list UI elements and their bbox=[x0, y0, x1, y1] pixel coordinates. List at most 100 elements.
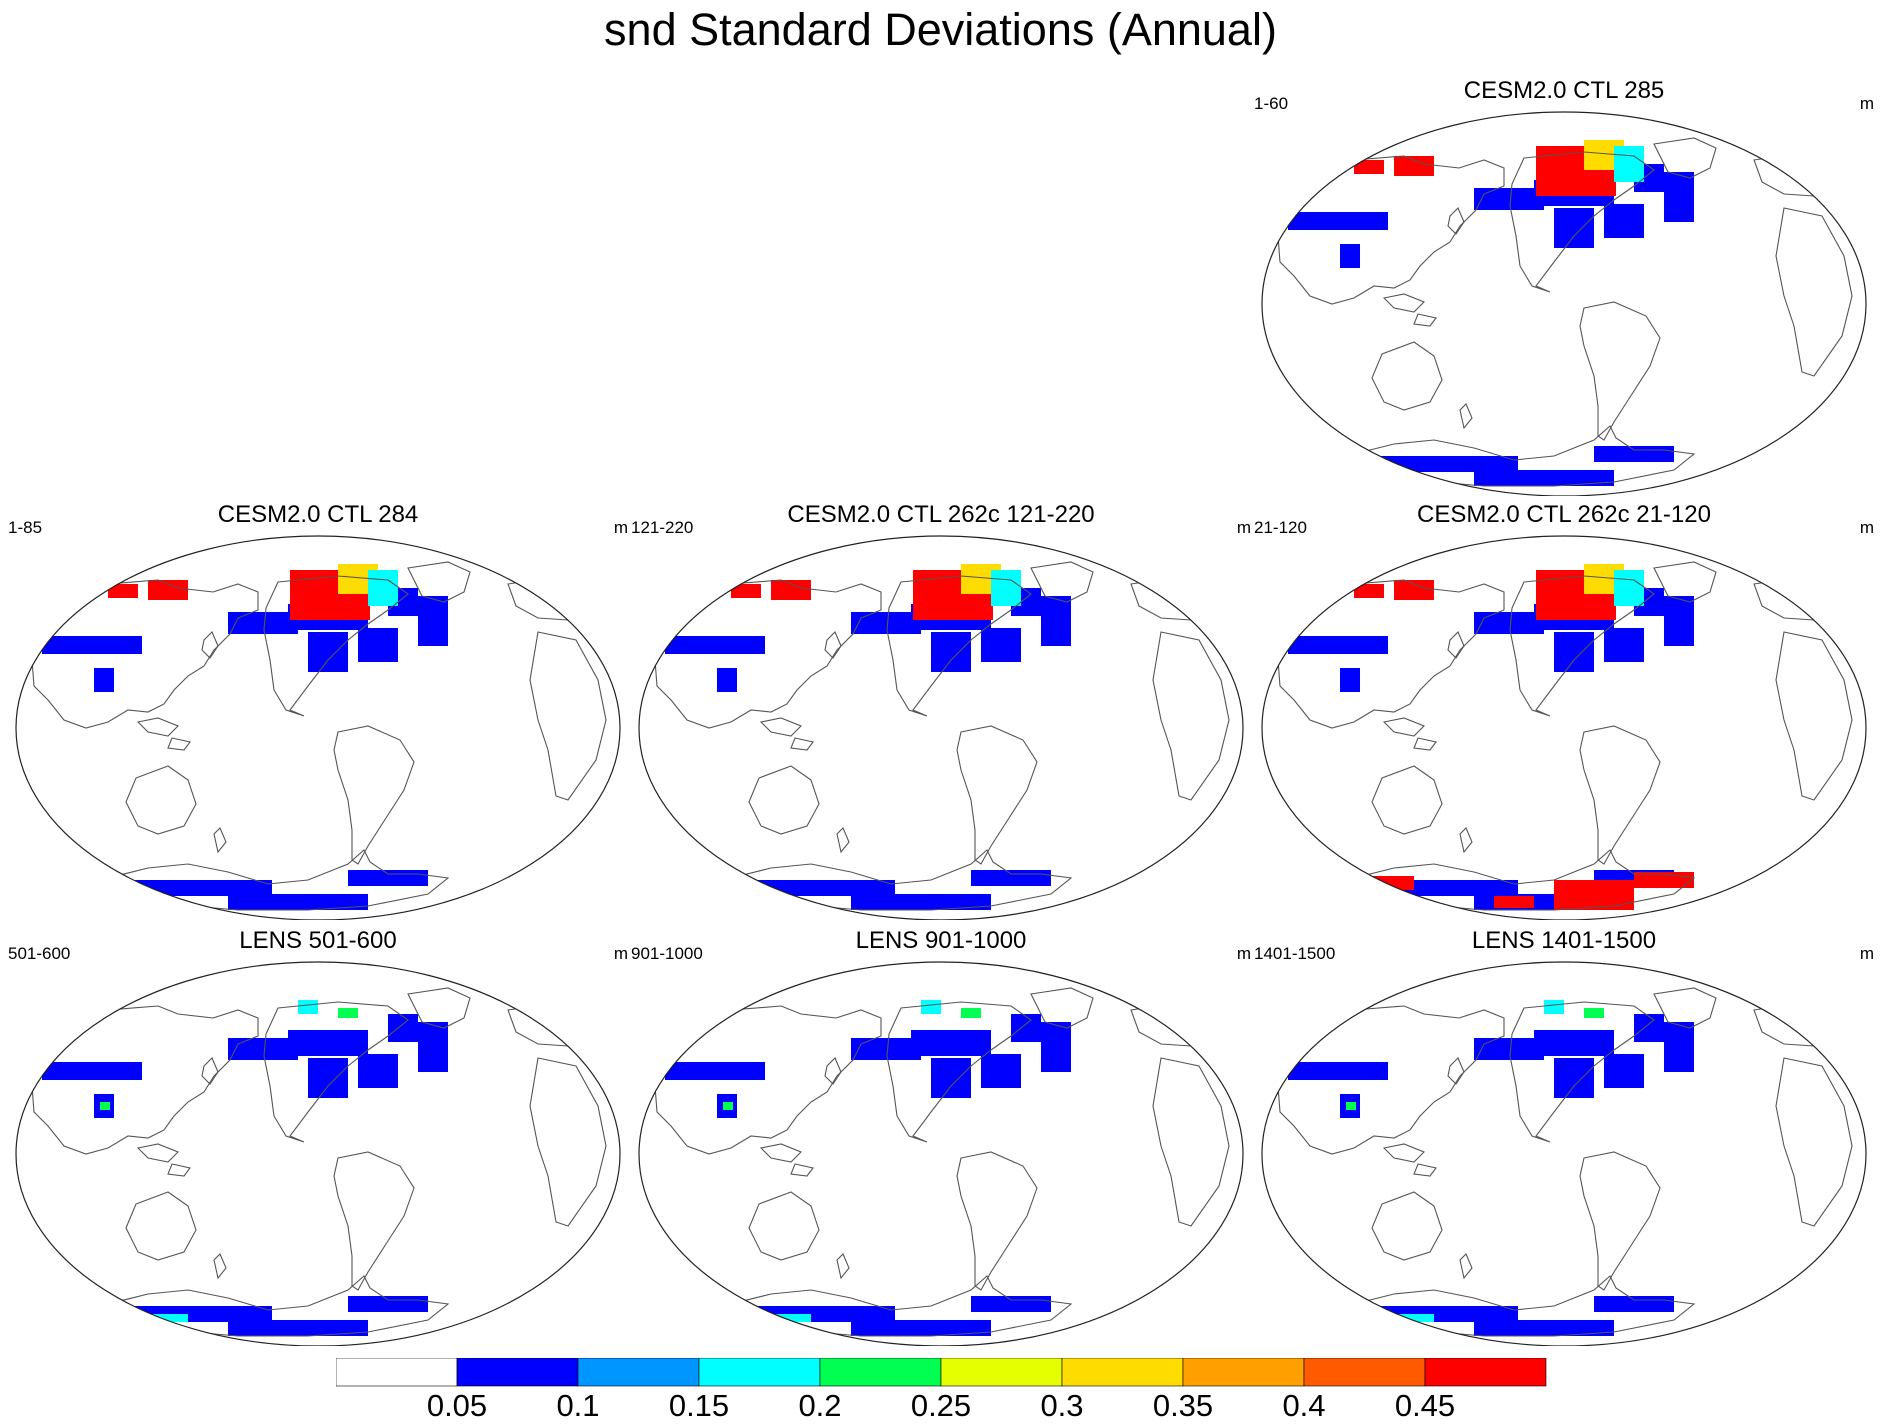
panel-title: LENS 501-600 bbox=[239, 927, 397, 954]
snow-field-low bbox=[228, 612, 298, 634]
snow-field-high bbox=[1584, 1008, 1604, 1018]
snow-field-high bbox=[1310, 580, 1330, 590]
snow-field-low bbox=[1041, 1022, 1071, 1072]
snow-field-high bbox=[1614, 146, 1644, 182]
coastline-seasia bbox=[759, 1143, 814, 1177]
coastline-europe bbox=[1753, 577, 1835, 621]
coastline-antarctica bbox=[1352, 849, 1696, 911]
snow-field-low bbox=[717, 668, 737, 692]
coastline-asia bbox=[1277, 155, 1505, 305]
panel-title: CESM2.0 CTL 284 bbox=[217, 501, 419, 528]
coastline-europe bbox=[1753, 153, 1835, 197]
colorbar-tick-label: 0.1 bbox=[556, 1388, 600, 1423]
snow-field-high bbox=[108, 584, 138, 598]
snow-field-high bbox=[148, 1314, 188, 1322]
snow-field-low bbox=[308, 632, 348, 672]
colorbar-swatch bbox=[1182, 1358, 1305, 1387]
map-svg bbox=[638, 961, 1244, 1346]
snow-field-high bbox=[771, 580, 811, 600]
snow-field-low bbox=[851, 612, 921, 634]
map-panel: LENS 1401-1500 1401-1500 m bbox=[1254, 926, 1874, 1346]
coastline-seasia bbox=[759, 717, 814, 751]
coastline-africa bbox=[1775, 1057, 1853, 1227]
colorbar-tick-label: 0.3 bbox=[1040, 1388, 1084, 1423]
snow-field-high bbox=[100, 1102, 110, 1110]
snow-field-high bbox=[1394, 1314, 1434, 1322]
snow-field-low bbox=[1288, 212, 1388, 230]
panel-left-label: 1-85 bbox=[8, 518, 43, 537]
map-panel: CESM2.0 CTL 262c 21-120 21-120 m bbox=[1254, 500, 1874, 920]
snow-field-high bbox=[338, 1008, 358, 1018]
map-content bbox=[31, 561, 607, 911]
snow-field-low bbox=[1474, 470, 1614, 486]
map-content bbox=[654, 987, 1230, 1337]
map-svg bbox=[1261, 961, 1867, 1346]
coastline-greenland bbox=[1030, 987, 1094, 1029]
coastline-australia bbox=[1371, 1191, 1443, 1261]
colorbar-tick-label: 0.25 bbox=[910, 1388, 972, 1423]
coastline-namerica bbox=[263, 1001, 409, 1143]
coastline-africa bbox=[1152, 1057, 1230, 1227]
coastline-antarctica bbox=[106, 1275, 450, 1337]
coastline-africa bbox=[529, 1057, 607, 1227]
panel-title: CESM2.0 CTL 285 bbox=[1463, 77, 1665, 104]
colorbar-swatch bbox=[819, 1358, 942, 1387]
snow-field-low bbox=[1474, 1320, 1614, 1336]
snow-field-low bbox=[1604, 204, 1644, 238]
map-border bbox=[638, 961, 1244, 1346]
coastline-greenland bbox=[1653, 137, 1717, 179]
coastline-asia bbox=[1277, 579, 1505, 729]
snow-field-high bbox=[1354, 876, 1414, 890]
snow-field-low bbox=[348, 1296, 428, 1312]
map-panel: LENS 901-1000 901-1000 m bbox=[631, 926, 1251, 1346]
coastline-namerica bbox=[263, 575, 409, 717]
snow-field-low bbox=[1474, 1038, 1544, 1060]
coastline-namerica bbox=[886, 1001, 1032, 1143]
coastline-greenland bbox=[1653, 987, 1717, 1029]
panel-left-label: 1401-1500 bbox=[1254, 944, 1336, 963]
coastline-australia bbox=[125, 765, 197, 835]
coastline-antarctica bbox=[729, 849, 1073, 911]
snow-field-low bbox=[1358, 456, 1518, 472]
snow-field-low bbox=[228, 1038, 298, 1060]
map-content bbox=[654, 561, 1230, 911]
coastline-europe bbox=[1130, 1003, 1212, 1047]
coastline-japan bbox=[201, 631, 219, 659]
panel-title: LENS 901-1000 bbox=[855, 927, 1027, 954]
coastline-nz bbox=[213, 1253, 227, 1280]
colorbar-swatch bbox=[698, 1358, 821, 1387]
colorbar-swatch bbox=[456, 1358, 579, 1387]
coastline-namerica bbox=[1509, 151, 1655, 293]
snow-field-high bbox=[1346, 1102, 1356, 1110]
snow-field-low bbox=[358, 1054, 398, 1088]
map-panel: LENS 501-600 501-600 m bbox=[8, 926, 628, 1346]
map-border bbox=[1261, 111, 1867, 496]
panel-title: LENS 1401-1500 bbox=[1471, 927, 1657, 954]
coastline-seasia bbox=[1382, 717, 1437, 751]
snow-field-low bbox=[1011, 1014, 1041, 1042]
snow-field-high bbox=[64, 580, 84, 590]
map-panel: CESM2.0 CTL 285 1-60 m bbox=[1254, 76, 1874, 496]
panel-title: CESM2.0 CTL 262c 121-220 bbox=[787, 501, 1095, 528]
snow-field-high bbox=[921, 1000, 941, 1014]
snow-field-low bbox=[308, 1058, 348, 1098]
panel-title: CESM2.0 CTL 262c 21-120 bbox=[1417, 501, 1711, 528]
coastline-europe bbox=[1130, 577, 1212, 621]
coastline-japan bbox=[824, 1057, 842, 1085]
coastline-seasia bbox=[1382, 293, 1437, 327]
snow-field-low bbox=[851, 1038, 921, 1060]
snow-field-low bbox=[1664, 1022, 1694, 1072]
coastline-nz bbox=[1459, 403, 1473, 430]
snow-field-low bbox=[418, 1022, 448, 1072]
coastline-antarctica bbox=[729, 1275, 1073, 1337]
map-border bbox=[638, 535, 1244, 920]
snow-field-low bbox=[348, 870, 428, 886]
coastline-nz bbox=[836, 827, 850, 854]
snow-field-low bbox=[228, 894, 368, 910]
coastline-australia bbox=[1371, 341, 1443, 411]
coastline-asia bbox=[1277, 1005, 1505, 1155]
snow-field-low bbox=[1288, 636, 1388, 654]
colorbar-tick-label: 0.35 bbox=[1152, 1388, 1214, 1423]
snow-field-low bbox=[1664, 172, 1694, 222]
snow-field-low bbox=[1358, 880, 1518, 896]
